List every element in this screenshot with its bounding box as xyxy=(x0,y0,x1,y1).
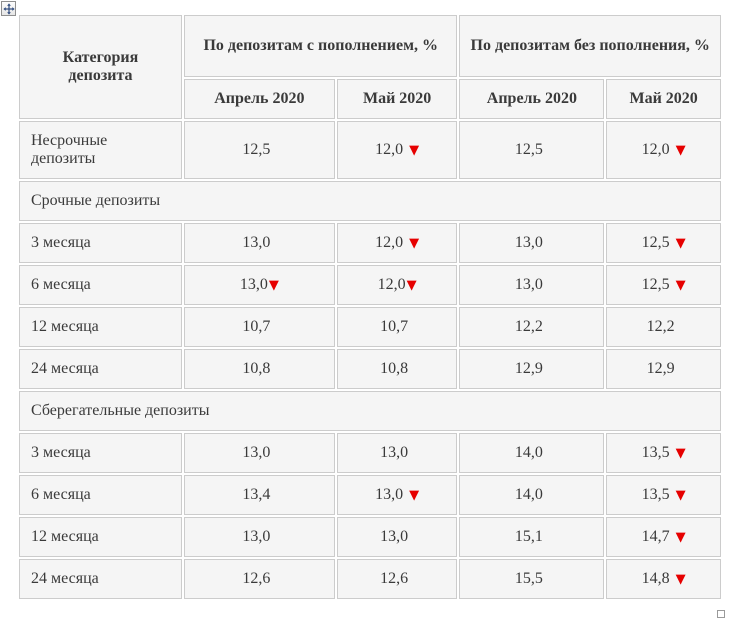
rate-cell: 13,0 xyxy=(183,223,335,263)
table-row: 24 месяца 12,6 12,6 15,5 14,8 ▼ xyxy=(19,559,721,599)
column-header-may-2020: Май 2020 xyxy=(336,79,458,119)
row-label: 3 месяца xyxy=(19,433,182,473)
down-triangle-icon: ▼ xyxy=(675,446,686,461)
row-label: Несрочные депозиты xyxy=(19,121,182,179)
table-header-group-row: Категория депозита По депозитам с пополн… xyxy=(19,15,721,119)
row-label: 3 месяца xyxy=(19,223,182,263)
rate-cell: 12,0▼ xyxy=(336,265,458,305)
column-header-april-2020: Апрель 2020 xyxy=(459,79,605,119)
rate-cell: 13,0 xyxy=(183,517,335,557)
rate-cell: 10,8 xyxy=(183,349,335,389)
table-row: 3 месяца 13,0 13,0 14,0 13,5 ▼ xyxy=(19,433,721,473)
rate-cell: 12,9 xyxy=(459,349,605,389)
section-label: Сберегательные депозиты xyxy=(19,391,721,431)
rate-cell: 13,0 xyxy=(183,433,335,473)
table-move-handle[interactable] xyxy=(1,1,16,16)
rate-cell: 14,7 ▼ xyxy=(606,517,721,557)
table-row: 24 месяца 10,8 10,8 12,9 12,9 xyxy=(19,349,721,389)
section-row: Сберегательные депозиты xyxy=(19,391,721,431)
table-header-month-row: Апрель 2020 Май 2020 Апрель 2020 Май 202… xyxy=(19,79,721,119)
down-triangle-icon: ▼ xyxy=(675,530,686,545)
row-label: 6 месяца xyxy=(19,265,182,305)
rate-cell: 15,1 xyxy=(459,517,605,557)
rate-cell: 12,0▼ xyxy=(606,121,721,179)
section-row: Срочные депозиты xyxy=(19,181,721,221)
row-label: 6 месяца xyxy=(19,475,182,515)
table-row: 3 месяца 13,0 12,0 ▼ 13,0 12,5 ▼ xyxy=(19,223,721,263)
rate-cell: 12,0▼ xyxy=(336,223,458,263)
down-triangle-icon: ▼ xyxy=(675,143,686,158)
rate-cell: 10,7 xyxy=(183,307,335,347)
down-triangle-icon: ▼ xyxy=(409,488,420,503)
table-row: 12 месяца 10,7 10,7 12,2 12,2 xyxy=(19,307,721,347)
rate-cell: 10,7 xyxy=(336,307,458,347)
column-group-with-replenishment: По депозитам с пополнением, % xyxy=(183,15,458,77)
rate-cell: 13,4 xyxy=(183,475,335,515)
rate-cell: 13,5 ▼ xyxy=(606,433,721,473)
move-icon xyxy=(2,2,15,15)
down-triangle-icon: ▼ xyxy=(409,143,420,158)
table-row: 6 месяца 13,0▼ 12,0▼ 13,0 12,5 ▼ xyxy=(19,265,721,305)
down-triangle-icon: ▼ xyxy=(675,488,686,503)
table-row: 6 месяца 13,4 13,0 ▼ 14,0 13,5 ▼ xyxy=(19,475,721,515)
rate-cell: 10,8 xyxy=(336,349,458,389)
rate-cell: 13,0 xyxy=(459,265,605,305)
rate-cell: 12,5 ▼ xyxy=(606,265,721,305)
table-row: Несрочные депозиты 12,5 12,0 ▼ 12,5 12,0 ▼ xyxy=(19,121,721,179)
column-header-may-2020: Май 2020 xyxy=(606,79,721,119)
row-label: 24 месяца xyxy=(19,559,182,599)
row-label: 24 месяца xyxy=(19,349,182,389)
down-triangle-icon: ▼ xyxy=(409,236,420,251)
rate-cell: 12,0▼ xyxy=(336,121,458,179)
down-triangle-icon: ▼ xyxy=(675,572,686,587)
rate-cell: 12,5 xyxy=(183,121,335,179)
rate-cell: 13,5 ▼ xyxy=(606,475,721,515)
table-row: 12 месяца 13,0 13,0 15,1 14,7 ▼ xyxy=(19,517,721,557)
table-resize-handle[interactable] xyxy=(717,610,725,618)
rate-cell: 13,0▼ xyxy=(336,475,458,515)
rate-cell: 14,0 xyxy=(459,433,605,473)
column-header-category: Категория депозита xyxy=(19,15,182,119)
rate-cell: 12,6 xyxy=(336,559,458,599)
rate-cell: 13,0 xyxy=(336,517,458,557)
rate-cell: 13,0 xyxy=(336,433,458,473)
rate-cell: 13,0 xyxy=(459,223,605,263)
column-group-without-replenishment: По депозитам без пополнения, % xyxy=(459,15,721,77)
rate-cell: 12,2 xyxy=(606,307,721,347)
rate-cell: 14,8 ▼ xyxy=(606,559,721,599)
rate-cell: 12,9 xyxy=(606,349,721,389)
deposit-rates-table: Категория депозита По депозитам с пополн… xyxy=(17,13,723,601)
row-label: 12 месяца xyxy=(19,307,182,347)
rate-cell: 12,2 xyxy=(459,307,605,347)
rate-cell: 13,0▼ xyxy=(183,265,335,305)
rate-cell: 12,6 xyxy=(183,559,335,599)
column-header-april-2020: Апрель 2020 xyxy=(183,79,335,119)
section-label: Срочные депозиты xyxy=(19,181,721,221)
rate-cell: 12,5 xyxy=(459,121,605,179)
down-triangle-icon: ▼ xyxy=(675,236,686,251)
row-label: 12 месяца xyxy=(19,517,182,557)
down-triangle-icon: ▼ xyxy=(268,278,279,293)
down-triangle-icon: ▼ xyxy=(406,278,417,293)
rate-cell: 15,5 xyxy=(459,559,605,599)
rate-cell: 14,0 xyxy=(459,475,605,515)
rate-cell: 12,5 ▼ xyxy=(606,223,721,263)
down-triangle-icon: ▼ xyxy=(675,278,686,293)
